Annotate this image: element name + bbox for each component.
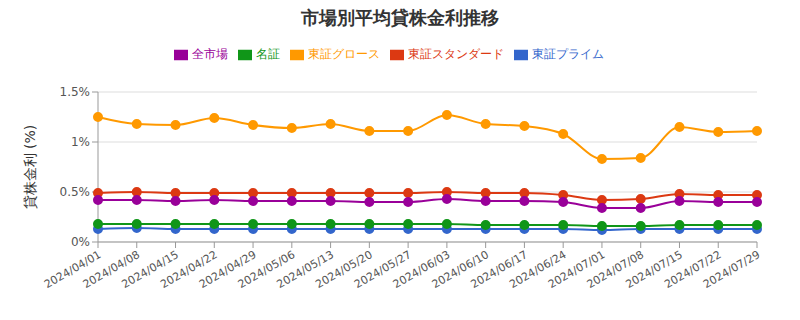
svg-text:2024/07/22: 2024/07/22 <box>662 248 724 292</box>
html-text:東証スタンダード: 東証スタンダード <box>407 47 504 61</box>
svg-text:2024/07/29: 2024/07/29 <box>701 248 762 291</box>
svg-text:2024/04/22: 2024/04/22 <box>158 248 220 292</box>
svg-text:2024/07/08: 2024/07/08 <box>584 248 647 292</box>
html-text:東証グロース: 東証グロース <box>307 47 380 61</box>
svg-text:2024/05/06: 2024/05/06 <box>235 248 298 292</box>
svg-text:2024/04/08: 2024/04/08 <box>80 248 143 292</box>
svg-text:2024/04/01: 2024/04/01 <box>42 248 104 292</box>
svg-text:2024/06/24: 2024/06/24 <box>507 248 569 292</box>
svg-text:0.5%: 0.5% <box>60 185 91 199</box>
svg-text:2024/06/03: 2024/06/03 <box>390 248 453 292</box>
html-text:東証プライム: 東証プライム <box>531 47 604 61</box>
svg-text:2024/04/29: 2024/04/29 <box>197 248 259 292</box>
svg-text:2024/05/20: 2024/05/20 <box>313 248 375 292</box>
svg-text:1.5%: 1.5% <box>60 85 91 99</box>
svg-text:2024/06/10: 2024/06/10 <box>429 248 492 292</box>
html-text:市場別平均貸株金利推移: 市場別平均貸株金利推移 <box>301 7 499 28</box>
svg-text:1%: 1% <box>71 135 90 149</box>
svg-text:2024/06/17: 2024/06/17 <box>468 248 530 292</box>
svg-text:貸株金利 (%): 貸株金利 (%) <box>22 125 38 210</box>
svg-text:2024/05/27: 2024/05/27 <box>352 248 414 292</box>
svg-text:2024/07/15: 2024/07/15 <box>623 248 685 292</box>
svg-text:0%: 0% <box>71 235 90 249</box>
svg-text:2024/07/01: 2024/07/01 <box>545 248 608 292</box>
svg-text:2024/04/15: 2024/04/15 <box>119 248 181 292</box>
svg-text:2024/05/13: 2024/05/13 <box>274 248 336 292</box>
html-text:名証: 名証 <box>255 47 280 61</box>
html-text:全市場: 全市場 <box>191 47 228 61</box>
